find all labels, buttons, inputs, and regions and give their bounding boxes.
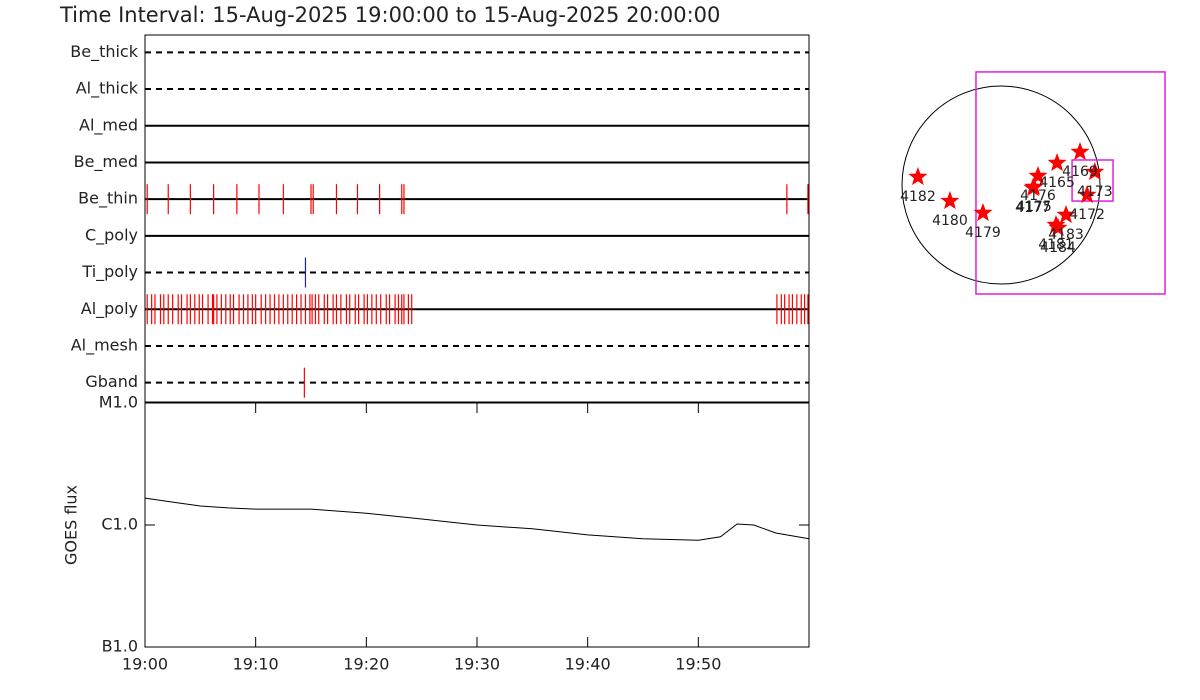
row-label: Be_thick — [70, 42, 138, 62]
goes-curve — [144, 497, 810, 541]
ar-label: 4179 — [965, 225, 1001, 241]
x-tick-label: 19:40 — [565, 655, 611, 674]
ar-star — [973, 203, 993, 222]
row-label: Al_poly — [81, 299, 138, 319]
row-label: Gband — [85, 372, 138, 391]
ar-star — [1048, 218, 1068, 237]
ar-label: 4173 — [1077, 184, 1113, 200]
ar-star — [1028, 166, 1048, 185]
row-label: Al_mesh — [71, 335, 138, 355]
ar-label: 4184 — [1040, 240, 1076, 256]
ar-star — [908, 167, 928, 186]
y-axis-label: GOES flux — [62, 485, 81, 565]
ar-star — [1056, 205, 1076, 224]
row-label: Be_med — [74, 152, 138, 172]
ar-star — [1023, 178, 1043, 197]
ar-label: 4176 — [1020, 188, 1056, 204]
ar-label: 4183 — [1048, 227, 1084, 243]
ar-label: 4175 — [1016, 199, 1052, 215]
row-label: Be_thin — [78, 189, 138, 209]
ar-star — [1070, 142, 1090, 161]
ar-label: 4172 — [1069, 207, 1105, 223]
row-label: Al_med — [79, 115, 138, 135]
ar-label: 4180 — [932, 213, 968, 229]
solar-disk — [901, 85, 1101, 285]
y-tick-label: C1.0 — [101, 515, 138, 534]
ar-label: 4181 — [1038, 237, 1074, 253]
ar-label: 4182 — [900, 189, 936, 205]
y-tick-label: B1.0 — [102, 637, 138, 656]
x-tick-label: 19:10 — [233, 655, 279, 674]
row-label: Ti_poly — [81, 262, 138, 282]
y-tick-label: M1.0 — [99, 393, 138, 412]
x-tick-label: 19:50 — [675, 655, 721, 674]
x-tick-label: 19:20 — [343, 655, 389, 674]
timeline-frame — [144, 34, 810, 403]
x-tick-label: 19:30 — [454, 655, 500, 674]
ar-star — [1077, 185, 1097, 204]
ar-star — [1047, 153, 1067, 172]
fov-box — [975, 71, 1166, 295]
fov-box — [1071, 159, 1114, 202]
ar-label: 4169 — [1062, 164, 1098, 180]
ar-star — [1085, 162, 1105, 181]
chart-title: Time Interval: 15-Aug-2025 19:00:00 to 1… — [59, 3, 720, 27]
row-label: C_poly — [85, 225, 138, 245]
x-tick-label: 19:00 — [122, 655, 168, 674]
ar-star — [940, 191, 960, 210]
row-label: Al_thick — [76, 79, 139, 99]
ar-label: 4165 — [1039, 175, 1075, 191]
ar-label: 4177 — [1015, 200, 1051, 216]
